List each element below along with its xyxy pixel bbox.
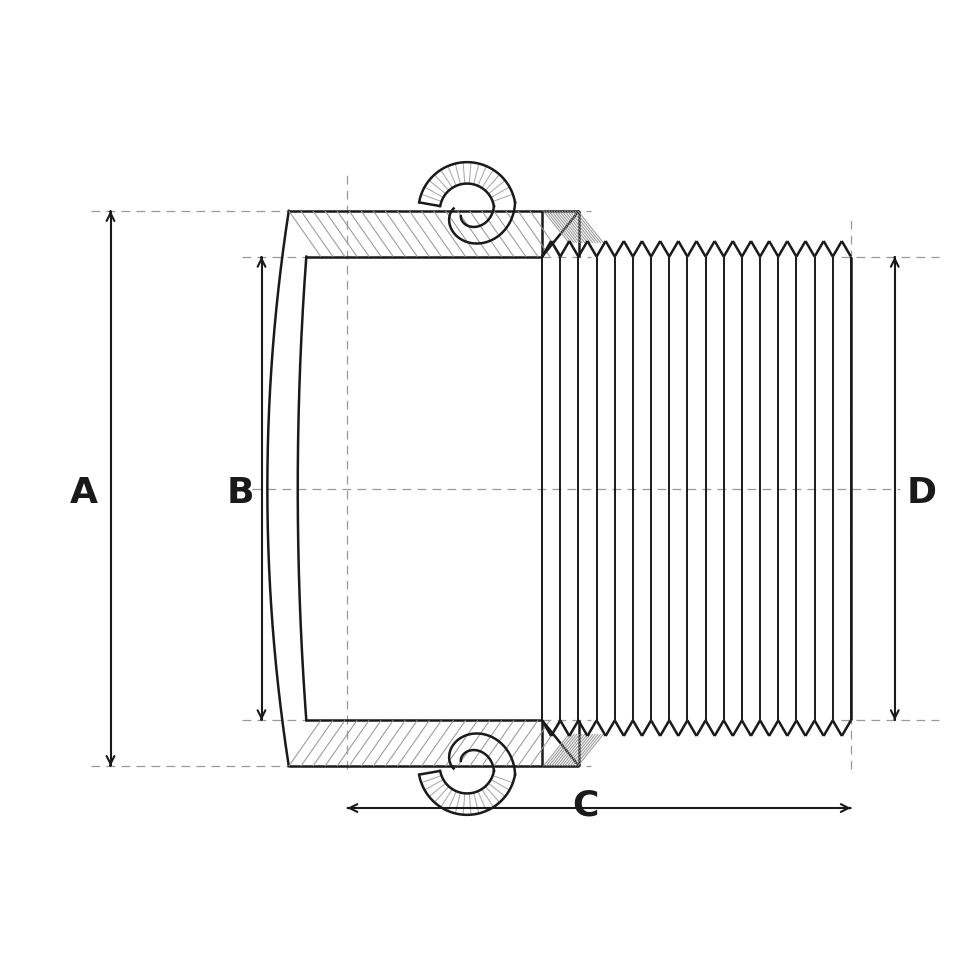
Text: D: D xyxy=(907,477,937,510)
Text: A: A xyxy=(70,477,99,510)
Text: B: B xyxy=(227,477,254,510)
Text: C: C xyxy=(573,788,599,822)
